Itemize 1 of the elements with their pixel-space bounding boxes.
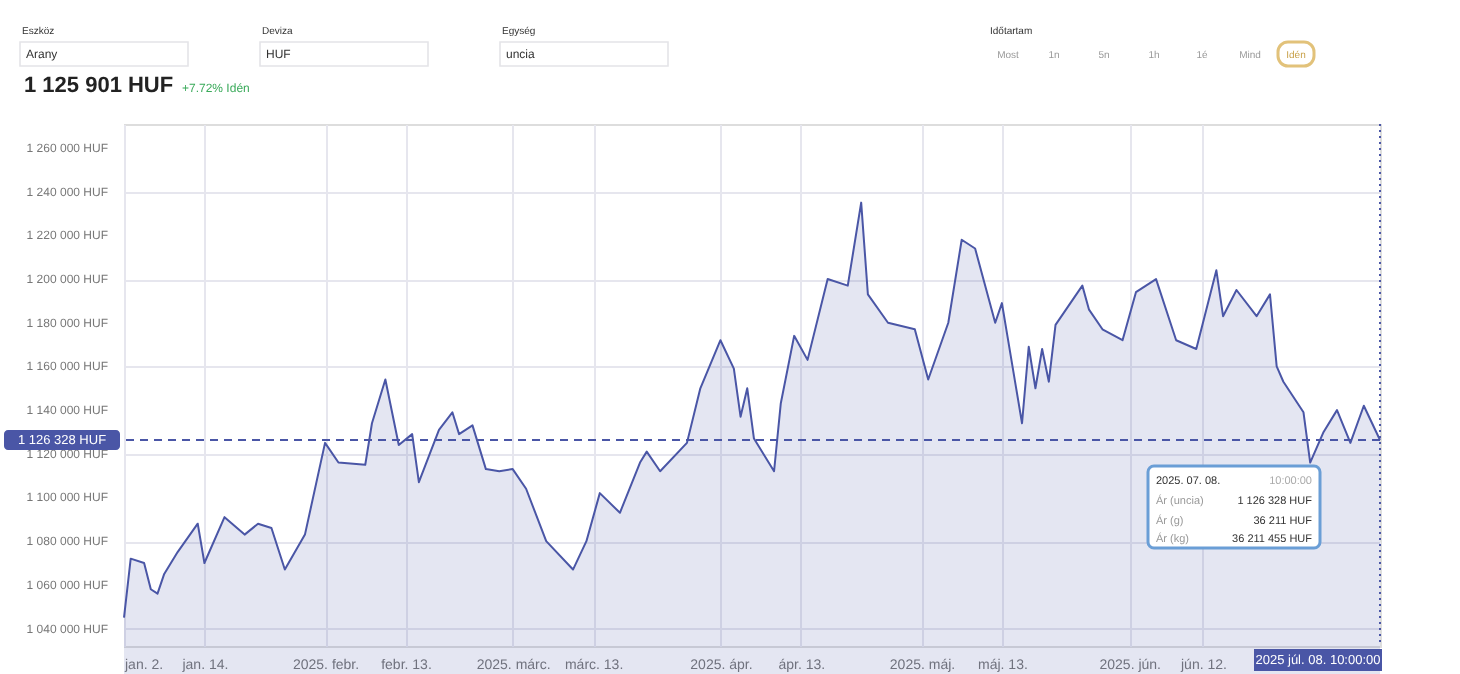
chart-title: 1 125 901 HUF (24, 74, 174, 98)
